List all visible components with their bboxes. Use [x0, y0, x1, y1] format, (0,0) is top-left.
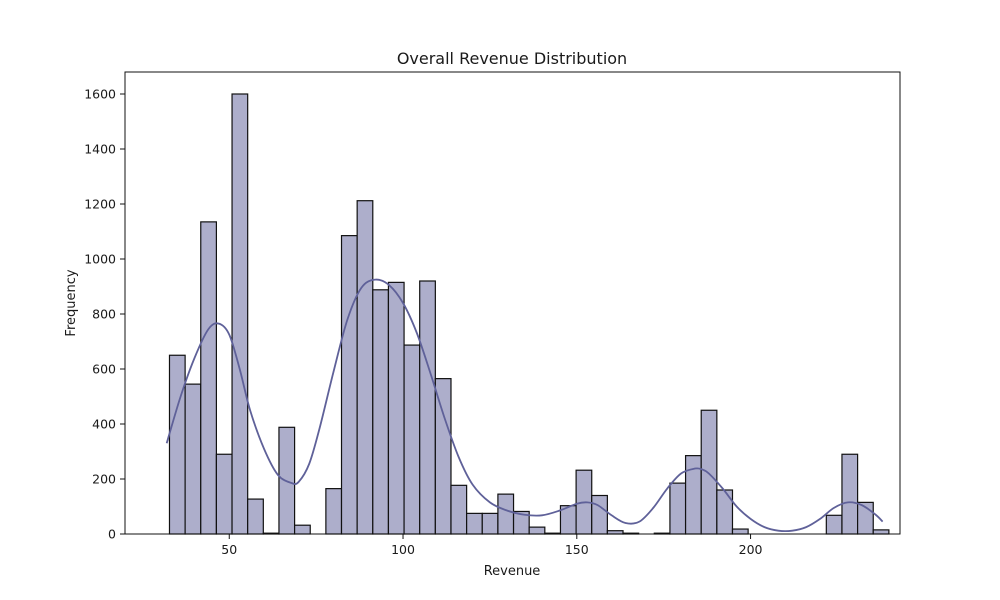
y-tick-label: 200 [92, 472, 116, 487]
y-tick-label: 400 [92, 417, 116, 432]
histogram-bar [700, 409, 718, 535]
histogram-bars [168, 93, 890, 535]
histogram-bar [872, 529, 890, 535]
histogram-bar [340, 235, 358, 535]
y-tick-label: 1600 [84, 87, 116, 102]
y-axis-label: Frequency [64, 269, 79, 336]
histogram-bar [716, 489, 734, 535]
histogram-bar [231, 93, 249, 535]
histogram-bar [247, 498, 264, 535]
histogram-bar [356, 200, 374, 535]
x-tick-label: 200 [739, 542, 763, 557]
histogram-bar [731, 528, 749, 535]
x-tick-label: 150 [565, 542, 589, 557]
histogram-bar [372, 289, 390, 535]
histogram-bar [669, 482, 687, 535]
y-tick-label: 1000 [84, 252, 116, 267]
histogram-bar [825, 514, 843, 535]
histogram-bar [466, 512, 483, 535]
histogram-bar [684, 455, 702, 535]
histogram-bar [450, 484, 468, 535]
y-tick-label: 1400 [84, 142, 116, 157]
histogram-bar [591, 494, 608, 535]
histogram-bar [325, 488, 343, 535]
chart-title: Overall Revenue Distribution [397, 49, 627, 68]
y-tick-label: 600 [92, 362, 116, 377]
histogram-bar [497, 493, 515, 535]
histogram-bar [387, 281, 405, 535]
y-axis-ticks: 0 200 400 600 800 1000 1200 1400 1600 [84, 87, 125, 542]
kde-curve [165, 278, 884, 533]
histogram-bar [168, 354, 186, 535]
histogram-bar [434, 378, 452, 535]
histogram-bar [481, 512, 499, 535]
y-tick-label: 0 [108, 527, 116, 542]
y-tick-label: 1200 [84, 197, 116, 212]
histogram-bar [200, 221, 218, 535]
histogram-bar [419, 280, 436, 535]
x-tick-label: 100 [391, 542, 415, 557]
x-axis-label: Revenue [484, 564, 541, 579]
histogram-bar [184, 383, 202, 535]
histogram-bar [528, 526, 546, 535]
x-axis-ticks: 50 100 150 200 [221, 534, 763, 557]
histogram-bar [293, 524, 311, 535]
x-tick-label: 50 [221, 542, 237, 557]
histogram-bar [403, 344, 421, 535]
histogram-bar [841, 453, 859, 535]
plot-frame [124, 71, 901, 535]
y-tick-label: 800 [92, 307, 116, 322]
histogram-bar [215, 453, 233, 535]
